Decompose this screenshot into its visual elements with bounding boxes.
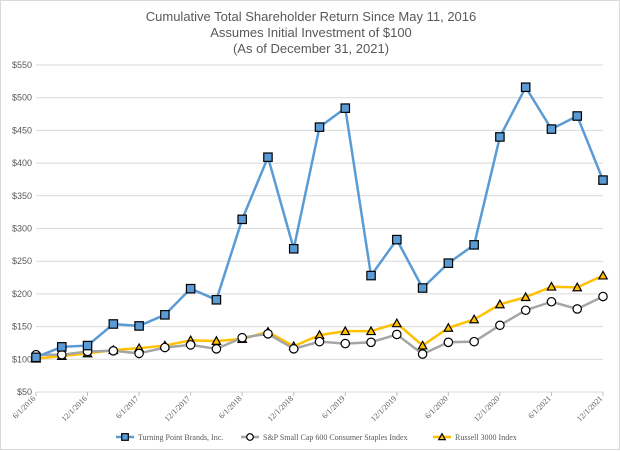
y-tick-label: $450 <box>12 125 32 135</box>
y-tick-label: $350 <box>12 191 32 201</box>
x-tick-label: 6/1/2019 <box>320 394 346 420</box>
data-point-triangle <box>340 325 351 336</box>
data-point-circle <box>598 291 608 302</box>
data-point-square <box>160 310 170 320</box>
y-tick-label: $200 <box>12 289 32 299</box>
data-point-square <box>340 103 351 113</box>
x-tick-label: 12/1/2021 <box>575 394 604 423</box>
y-tick-label: $550 <box>12 60 32 70</box>
x-tick-label: 6/1/2017 <box>114 394 140 420</box>
data-point-square <box>417 283 428 293</box>
data-point-triangle <box>546 281 557 291</box>
data-point-triangle <box>391 317 403 328</box>
data-point-circle <box>288 344 299 354</box>
data-point-circle <box>469 336 479 347</box>
data-point-square <box>469 240 479 250</box>
data-point-circle <box>160 342 170 353</box>
data-point-circle <box>56 349 67 360</box>
data-point-triangle <box>494 298 506 309</box>
data-point-square <box>82 340 93 351</box>
data-point-triangle <box>597 270 609 280</box>
data-point-circle <box>520 305 531 316</box>
data-point-square <box>121 433 129 441</box>
data-point-square <box>572 111 583 121</box>
data-point-triangle <box>443 322 454 332</box>
data-point-square <box>314 122 325 132</box>
data-point-square <box>237 214 247 225</box>
data-point-square <box>366 270 376 281</box>
x-tick-label: 6/1/2020 <box>423 394 449 420</box>
data-point-triangle <box>437 432 447 441</box>
chart-subtitle-date: (As of December 31, 2021) <box>232 41 390 56</box>
x-tick-label: 6/1/2018 <box>217 394 243 420</box>
data-point-square <box>443 258 454 268</box>
data-point-circle <box>417 349 428 359</box>
x-tick-label: 12/1/2019 <box>369 394 398 423</box>
data-point-circle <box>572 304 583 314</box>
data-point-square <box>185 283 196 294</box>
x-tick-label: 12/1/2020 <box>472 394 501 423</box>
data-point-square <box>520 82 531 93</box>
x-tick-label: 12/1/2018 <box>266 394 295 423</box>
data-point-square <box>495 132 505 142</box>
data-point-circle <box>546 296 557 307</box>
data-point-circle <box>185 340 196 350</box>
legend-label: S&P Small Cap 600 Consumer Staples Index <box>263 433 408 442</box>
data-point-circle <box>108 345 119 356</box>
data-point-square <box>288 243 299 254</box>
data-point-circle <box>443 337 454 348</box>
data-point-square <box>31 352 41 363</box>
data-point-square <box>211 294 222 305</box>
y-tick-label: $500 <box>12 93 32 103</box>
y-tick-label: $300 <box>12 224 32 234</box>
data-point-triangle <box>520 291 531 302</box>
x-tick-label: 12/1/2016 <box>60 394 89 423</box>
data-point-square <box>134 321 144 331</box>
data-point-triangle <box>572 281 583 292</box>
data-point-square <box>263 152 273 163</box>
y-tick-label: $100 <box>12 354 32 364</box>
y-tick-label: $250 <box>12 256 32 266</box>
data-point-circle <box>211 344 222 354</box>
data-point-square <box>108 319 119 329</box>
data-point-square <box>56 342 67 352</box>
data-point-circle <box>237 332 247 343</box>
data-point-square <box>598 175 608 185</box>
x-tick-label: 6/1/2016 <box>11 394 37 420</box>
data-point-triangle <box>417 340 428 350</box>
data-point-circle <box>340 338 351 349</box>
data-point-circle <box>366 337 376 348</box>
legend-label: Turning Point Brands, Inc. <box>138 433 223 442</box>
chart-title: Cumulative Total Shareholder Return Sinc… <box>145 9 477 24</box>
data-point-circle <box>392 329 402 340</box>
data-point-circle <box>263 328 273 339</box>
y-tick-label: $400 <box>12 158 32 168</box>
data-point-circle <box>246 433 254 441</box>
data-point-circle <box>134 348 144 359</box>
y-tick-label: $50 <box>17 387 32 397</box>
x-tick-label: 12/1/2017 <box>163 394 192 423</box>
data-point-circle <box>314 336 325 347</box>
y-tick-label: $150 <box>12 322 32 332</box>
chart-subtitle: Assumes Initial Investment of $100 <box>210 25 412 40</box>
data-point-triangle <box>365 325 377 336</box>
data-point-circle <box>495 320 505 331</box>
data-point-square <box>392 234 402 245</box>
legend-label: Russell 3000 Index <box>455 433 517 442</box>
data-point-square <box>546 124 557 134</box>
data-point-triangle <box>468 313 480 324</box>
x-tick-label: 6/1/2021 <box>526 394 552 420</box>
